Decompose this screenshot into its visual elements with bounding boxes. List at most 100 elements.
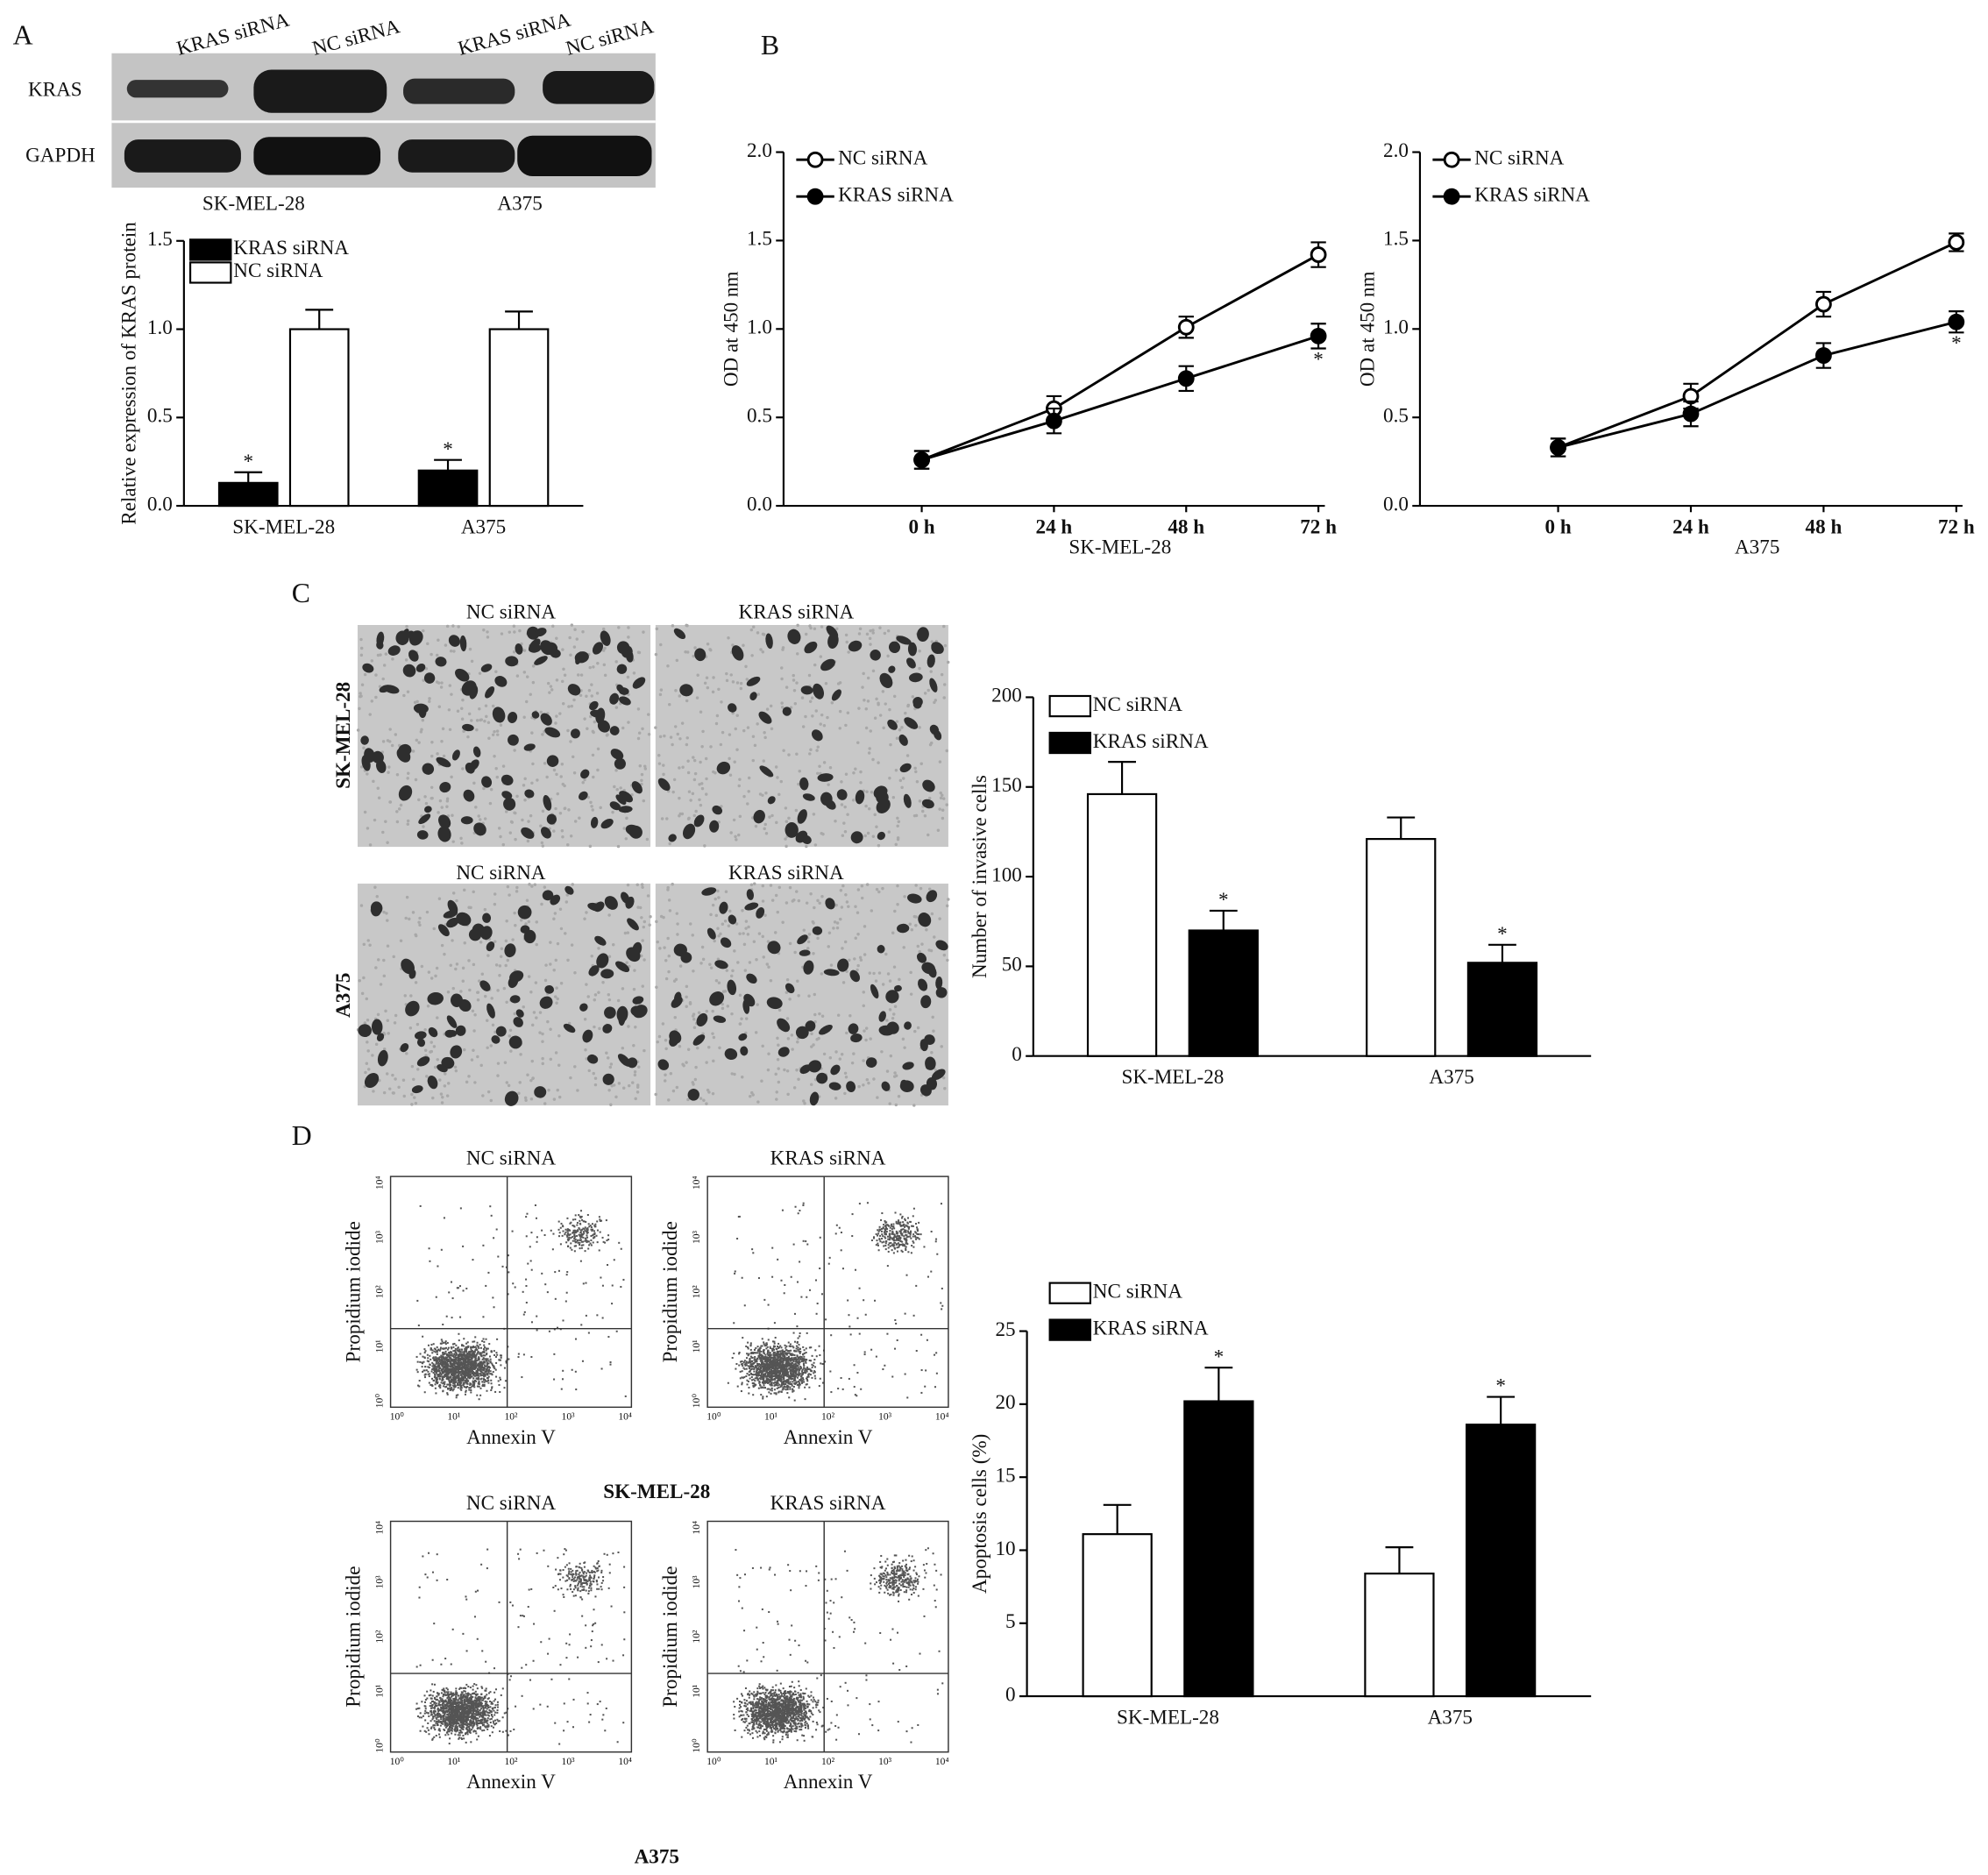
- event-dot: [465, 1350, 468, 1353]
- texture: [593, 1025, 596, 1029]
- cell: [904, 717, 919, 729]
- cell: [423, 672, 436, 684]
- event-dot: [483, 1351, 486, 1353]
- event-dot: [579, 1243, 581, 1246]
- event-dot: [580, 1215, 583, 1218]
- event-dot: [530, 1268, 533, 1271]
- event-dot: [525, 1302, 528, 1304]
- texture: [817, 1036, 820, 1040]
- texture: [564, 932, 567, 935]
- texture: [470, 659, 474, 664]
- event-dot: [458, 1353, 461, 1356]
- texture: [439, 1092, 444, 1096]
- cell: [802, 793, 815, 801]
- cell: [480, 926, 493, 940]
- event-dot: [548, 1330, 550, 1332]
- event-dot: [451, 1366, 454, 1368]
- event-dot: [501, 1265, 504, 1268]
- cell: [495, 1026, 507, 1037]
- event-dot: [458, 1366, 461, 1368]
- event-dot: [751, 1367, 754, 1370]
- event-dot: [455, 1356, 458, 1359]
- texture: [719, 932, 722, 936]
- texture: [905, 754, 910, 757]
- texture: [701, 957, 706, 962]
- event-dot: [745, 1345, 748, 1347]
- event-dot: [461, 1369, 464, 1372]
- texture: [847, 650, 850, 654]
- texture: [489, 1098, 493, 1103]
- texture: [675, 1085, 679, 1090]
- event-dot: [483, 1364, 486, 1367]
- texture: [541, 1040, 544, 1044]
- texture: [845, 969, 848, 973]
- flow-tick-label: 10¹: [447, 1411, 461, 1423]
- texture: [721, 922, 725, 926]
- texture: [747, 925, 750, 929]
- cell: [446, 1015, 458, 1028]
- event-dot: [579, 1232, 582, 1234]
- event-dot: [773, 1361, 776, 1364]
- texture: [775, 820, 778, 825]
- texture: [533, 883, 537, 887]
- texture: [460, 717, 465, 721]
- flow-tick-label: 10¹: [374, 1339, 386, 1353]
- event-dot: [450, 1281, 453, 1283]
- event-dot: [468, 1363, 471, 1366]
- texture: [408, 1026, 413, 1030]
- texture: [499, 723, 503, 728]
- texture: [909, 992, 913, 996]
- texture: [822, 1052, 827, 1056]
- texture: [726, 1005, 730, 1008]
- texture: [813, 992, 817, 997]
- texture: [613, 785, 616, 789]
- event-dot: [472, 1371, 475, 1374]
- texture: [511, 938, 515, 941]
- texture: [445, 799, 450, 803]
- event-dot: [429, 1260, 431, 1262]
- event-dot: [764, 1344, 767, 1346]
- cell: [785, 983, 795, 994]
- texture: [394, 1013, 398, 1018]
- texture: [910, 927, 914, 932]
- texture: [436, 653, 439, 657]
- texture: [914, 884, 918, 887]
- event-dot: [485, 1359, 487, 1361]
- texture: [529, 692, 532, 696]
- event-dot: [770, 1387, 773, 1389]
- event-dot: [584, 1250, 586, 1253]
- texture: [754, 1031, 758, 1034]
- texture: [523, 799, 527, 802]
- texture: [691, 792, 695, 796]
- texture: [601, 627, 606, 631]
- texture: [891, 931, 895, 934]
- event-dot: [442, 1372, 444, 1374]
- texture: [427, 970, 431, 974]
- texture: [384, 820, 387, 823]
- event-dot: [786, 1388, 789, 1391]
- texture: [528, 883, 531, 886]
- texture: [777, 885, 782, 890]
- event-dot: [427, 1373, 430, 1375]
- event-dot: [525, 1235, 528, 1238]
- event-dot: [505, 1361, 508, 1364]
- texture: [585, 983, 588, 986]
- cell-line-label: SK-MEL-28: [202, 193, 305, 216]
- texture: [934, 699, 938, 702]
- texture: [786, 1092, 790, 1097]
- event-dot: [443, 1357, 445, 1360]
- texture: [747, 790, 750, 793]
- texture: [483, 994, 487, 998]
- cell: [680, 952, 692, 963]
- texture: [717, 981, 721, 984]
- texture: [729, 974, 734, 978]
- event-dot: [464, 1356, 466, 1359]
- event-dot: [458, 1372, 461, 1374]
- texture: [877, 971, 882, 975]
- texture: [417, 798, 421, 802]
- texture: [382, 974, 387, 978]
- texture: [699, 782, 704, 785]
- event-dot: [592, 1241, 594, 1244]
- event-dot: [582, 1231, 585, 1233]
- event-dot: [580, 1246, 583, 1249]
